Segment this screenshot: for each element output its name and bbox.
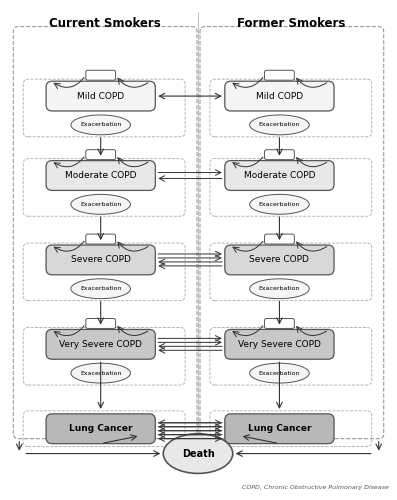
Ellipse shape	[71, 279, 131, 298]
FancyBboxPatch shape	[225, 414, 334, 444]
FancyBboxPatch shape	[264, 234, 294, 244]
Text: Exacerbation: Exacerbation	[80, 202, 121, 207]
Text: Exacerbation: Exacerbation	[80, 286, 121, 291]
FancyBboxPatch shape	[264, 150, 294, 160]
FancyBboxPatch shape	[86, 234, 116, 244]
FancyBboxPatch shape	[46, 81, 155, 111]
Text: Exacerbation: Exacerbation	[259, 202, 300, 207]
Text: Exacerbation: Exacerbation	[259, 122, 300, 128]
FancyBboxPatch shape	[264, 318, 294, 328]
FancyBboxPatch shape	[86, 70, 116, 80]
Ellipse shape	[71, 115, 131, 135]
Text: Lung Cancer: Lung Cancer	[69, 424, 133, 433]
Text: Exacerbation: Exacerbation	[80, 370, 121, 376]
FancyBboxPatch shape	[86, 150, 116, 160]
Ellipse shape	[250, 279, 309, 298]
FancyBboxPatch shape	[225, 160, 334, 190]
FancyBboxPatch shape	[264, 70, 294, 80]
FancyBboxPatch shape	[46, 330, 155, 359]
Ellipse shape	[250, 194, 309, 214]
Text: Current Smokers: Current Smokers	[49, 17, 160, 30]
Text: Very Severe COPD: Very Severe COPD	[59, 340, 142, 349]
FancyBboxPatch shape	[46, 245, 155, 275]
FancyBboxPatch shape	[225, 330, 334, 359]
Ellipse shape	[71, 363, 131, 383]
Text: Moderate COPD: Moderate COPD	[244, 171, 315, 180]
Ellipse shape	[163, 434, 233, 474]
Ellipse shape	[250, 115, 309, 135]
FancyBboxPatch shape	[225, 81, 334, 111]
Text: Mild COPD: Mild COPD	[77, 92, 124, 100]
Text: Exacerbation: Exacerbation	[259, 370, 300, 376]
Text: Exacerbation: Exacerbation	[259, 286, 300, 291]
FancyBboxPatch shape	[86, 318, 116, 328]
Text: Former Smokers: Former Smokers	[237, 17, 345, 30]
Text: Severe COPD: Severe COPD	[249, 256, 309, 264]
Text: Severe COPD: Severe COPD	[71, 256, 131, 264]
FancyBboxPatch shape	[46, 414, 155, 444]
Text: Death: Death	[182, 448, 214, 458]
Text: Exacerbation: Exacerbation	[80, 122, 121, 128]
Text: Very Severe COPD: Very Severe COPD	[238, 340, 321, 349]
Text: Mild COPD: Mild COPD	[256, 92, 303, 100]
Text: Lung Cancer: Lung Cancer	[248, 424, 311, 433]
Ellipse shape	[250, 363, 309, 383]
FancyBboxPatch shape	[225, 245, 334, 275]
Text: COPD, Chronic Obstructive Pulmonary Disease: COPD, Chronic Obstructive Pulmonary Dise…	[242, 486, 389, 490]
Ellipse shape	[71, 194, 131, 214]
Text: Moderate COPD: Moderate COPD	[65, 171, 137, 180]
FancyBboxPatch shape	[46, 160, 155, 190]
